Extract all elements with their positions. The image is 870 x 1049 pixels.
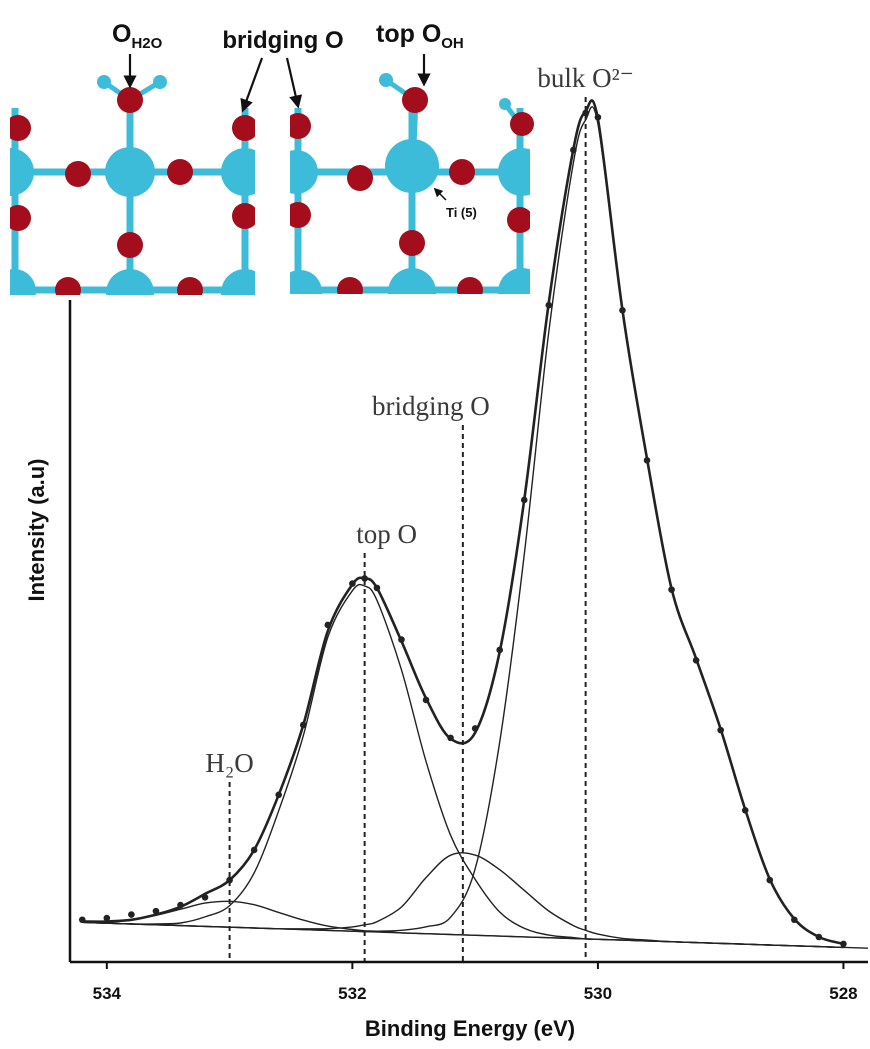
inset-label-main: top O [376, 20, 441, 48]
data-point [103, 914, 111, 922]
inset-label: Ti (5) [446, 205, 477, 220]
data-point [545, 301, 553, 309]
component-curve [82, 583, 844, 949]
data-point [152, 907, 160, 915]
data-point [226, 876, 233, 884]
data-point [422, 696, 430, 704]
x-tick-label: 530 [584, 984, 612, 1003]
peak-label: bridging O [372, 391, 490, 421]
x-tick-label: 534 [93, 984, 122, 1003]
y-axis-title: Intensity (a.u) [24, 458, 49, 601]
data-point [840, 940, 847, 948]
peak-label: bulk O²⁻ [537, 63, 634, 93]
data-point [275, 791, 283, 799]
data-point [594, 113, 602, 121]
x-tick-label: 528 [829, 984, 857, 1003]
data-point [582, 109, 589, 117]
arrow [285, 57, 303, 109]
data-point [668, 586, 675, 593]
data-point [201, 894, 209, 901]
inset-label: OH2O [112, 20, 163, 52]
data-point [643, 457, 651, 464]
fit-curve [82, 99, 844, 946]
inset-label-sub: OH [441, 35, 464, 52]
data-point [619, 307, 626, 314]
data-point [741, 806, 749, 814]
inset-label: bridging O [222, 27, 343, 54]
data-point [398, 636, 405, 643]
inset-structure-hydroxyl [290, 73, 534, 294]
data-point [692, 657, 700, 664]
inset-label-sub: H2O [131, 35, 162, 52]
data-point [349, 580, 356, 587]
data-point [361, 575, 368, 582]
data-point [570, 146, 577, 154]
x-axis-title: Binding Energy (eV) [365, 1016, 575, 1041]
arrow [433, 187, 447, 201]
data-point [717, 726, 724, 734]
data-point [791, 916, 798, 924]
data-point [324, 621, 332, 629]
peak-label: H₂O [205, 748, 253, 778]
data-point [815, 933, 823, 941]
inset-label-main: O [112, 20, 131, 48]
inset-structure-water [10, 75, 255, 295]
data-point [766, 876, 774, 884]
data-point [250, 846, 258, 854]
data-point [78, 916, 86, 924]
data-point [373, 584, 381, 592]
plot-area: 534 532 530 528 H₂O top O bridging O bulk O²⁻ [78, 63, 869, 1003]
inset-label: top OOH [376, 20, 464, 52]
data-point [177, 901, 184, 909]
data-point [496, 646, 503, 654]
arrow [240, 57, 264, 113]
data-point [520, 496, 528, 504]
data-point [299, 721, 307, 729]
peak-label: top O [356, 519, 417, 549]
x-tick-label: 532 [338, 984, 366, 1003]
data-point [471, 725, 479, 732]
data-point [128, 911, 135, 918]
data-point [447, 734, 454, 742]
